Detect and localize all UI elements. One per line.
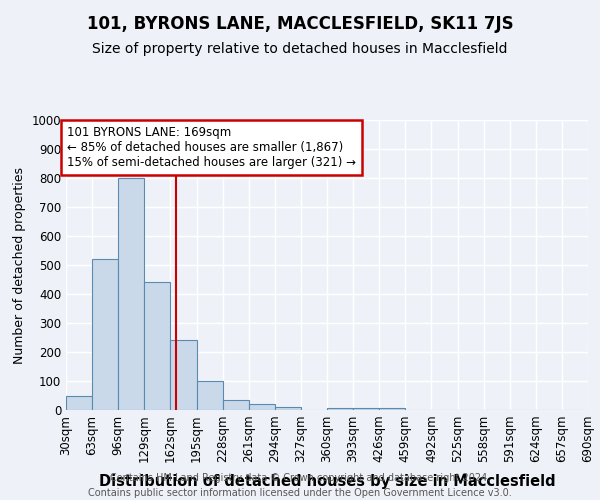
Bar — [118, 178, 144, 410]
Bar — [275, 407, 301, 410]
Bar — [66, 396, 92, 410]
Bar — [353, 408, 379, 410]
Text: Contains HM Land Registry data © Crown copyright and database right 2024.
Contai: Contains HM Land Registry data © Crown c… — [88, 472, 512, 498]
Bar — [145, 282, 170, 410]
Bar — [249, 404, 275, 410]
Bar — [223, 400, 249, 410]
Bar — [379, 408, 406, 410]
Text: Size of property relative to detached houses in Macclesfield: Size of property relative to detached ho… — [92, 42, 508, 56]
Bar — [197, 381, 223, 410]
Bar — [170, 340, 197, 410]
X-axis label: Distribution of detached houses by size in Macclesfield: Distribution of detached houses by size … — [98, 474, 556, 488]
Text: 101, BYRONS LANE, MACCLESFIELD, SK11 7JS: 101, BYRONS LANE, MACCLESFIELD, SK11 7JS — [86, 15, 514, 33]
Bar — [92, 259, 118, 410]
Text: 101 BYRONS LANE: 169sqm
← 85% of detached houses are smaller (1,867)
15% of semi: 101 BYRONS LANE: 169sqm ← 85% of detache… — [67, 126, 356, 170]
Bar — [327, 408, 353, 410]
Y-axis label: Number of detached properties: Number of detached properties — [13, 166, 26, 364]
